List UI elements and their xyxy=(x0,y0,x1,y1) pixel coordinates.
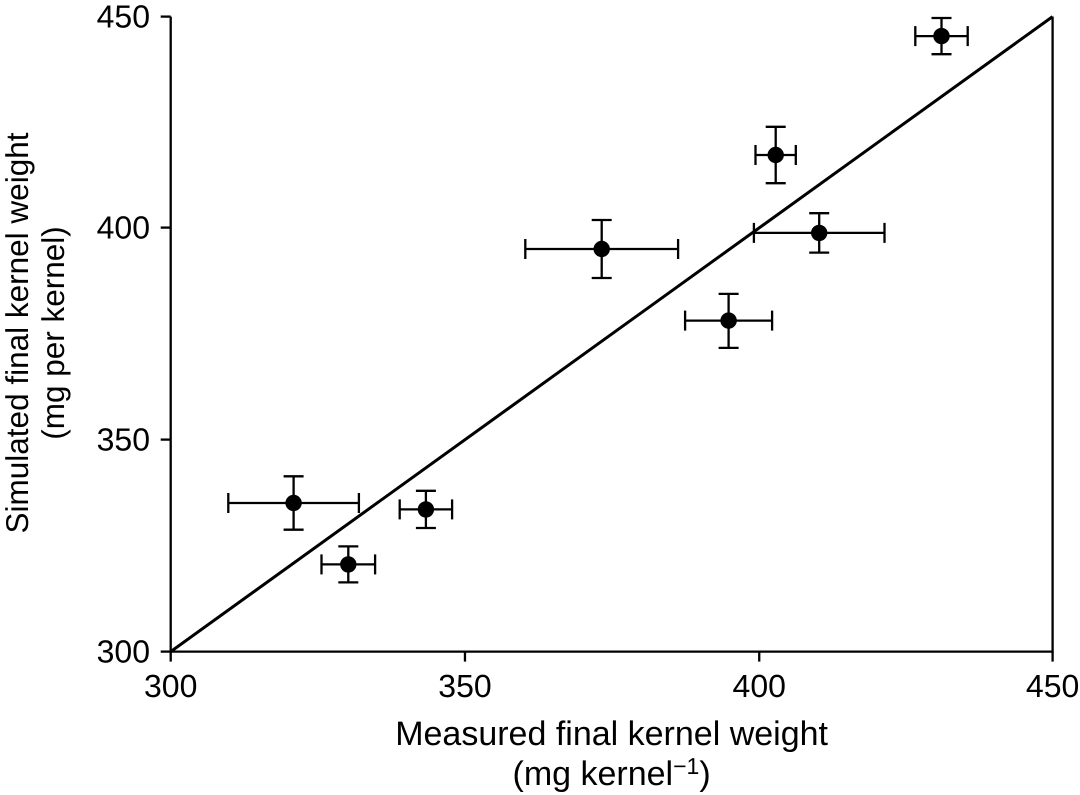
svg-text:450: 450 xyxy=(1026,668,1079,704)
svg-text:350: 350 xyxy=(438,668,491,704)
svg-text:350: 350 xyxy=(97,422,150,458)
svg-text:(mg per kernel): (mg per kernel) xyxy=(35,226,71,440)
svg-text:Simulated final kernel weight: Simulated final kernel weight xyxy=(0,132,35,533)
svg-text:300: 300 xyxy=(144,668,197,704)
svg-text:(mg kernel−1): (mg kernel−1) xyxy=(513,753,711,793)
svg-text:Measured final kernel weight: Measured final kernel weight xyxy=(395,715,828,753)
svg-text:300: 300 xyxy=(97,634,150,670)
svg-text:400: 400 xyxy=(97,210,150,246)
svg-text:450: 450 xyxy=(97,0,150,35)
svg-text:400: 400 xyxy=(733,668,786,704)
